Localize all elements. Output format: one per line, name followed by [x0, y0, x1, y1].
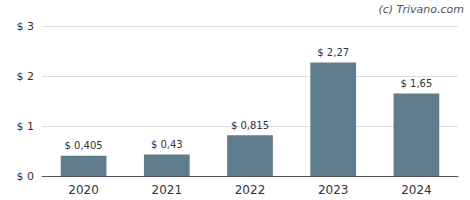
svg-text:2023: 2023	[318, 183, 349, 197]
svg-text:$ 1,65: $ 1,65	[400, 78, 432, 89]
svg-text:$ 2: $ 2	[17, 70, 35, 83]
svg-text:$ 3: $ 3	[17, 20, 35, 33]
svg-text:$ 0,43: $ 0,43	[151, 139, 183, 150]
svg-text:$ 0,405: $ 0,405	[65, 140, 103, 151]
svg-text:$ 0,815: $ 0,815	[231, 120, 269, 131]
svg-text:2024: 2024	[401, 183, 432, 197]
svg-text:2021: 2021	[152, 183, 183, 197]
svg-text:$ 1: $ 1	[17, 120, 35, 133]
svg-text:2022: 2022	[235, 183, 266, 197]
svg-text:(c) Trivano.com: (c) Trivano.com	[378, 3, 464, 16]
svg-text:$ 0: $ 0	[17, 170, 35, 183]
svg-text:$ 2,27: $ 2,27	[317, 47, 349, 58]
svg-text:2020: 2020	[68, 183, 99, 197]
